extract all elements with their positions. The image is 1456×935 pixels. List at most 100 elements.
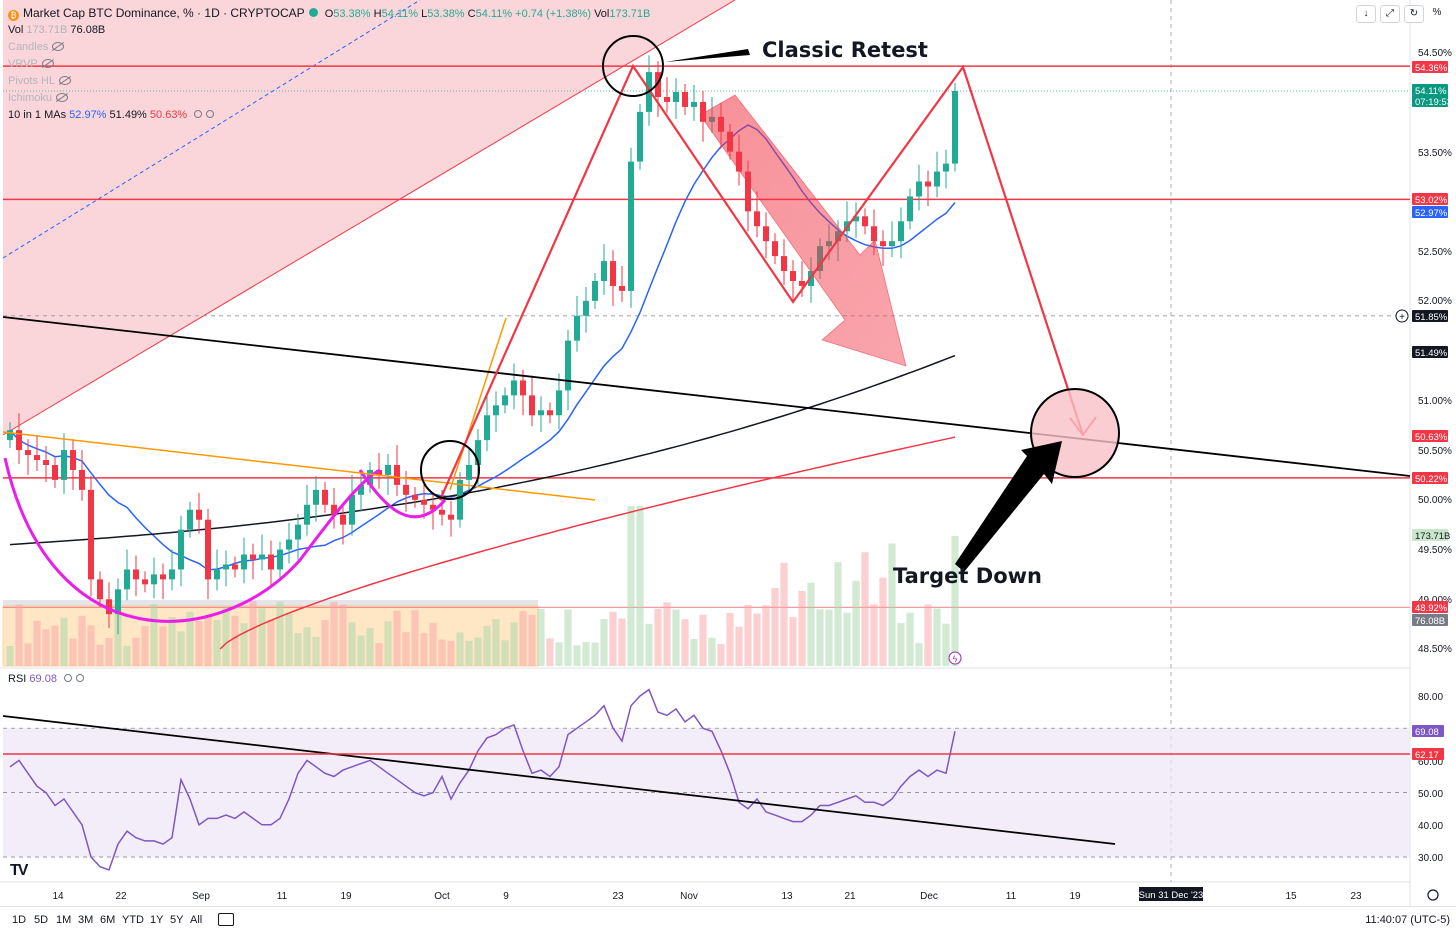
candle (952, 83, 958, 172)
range-5y[interactable]: 5Y (170, 914, 184, 926)
range-ytd[interactable]: YTD (122, 914, 144, 926)
price-label: 54.36% (1415, 63, 1448, 74)
volume-bar (69, 638, 77, 666)
crosshair-add-icon (1395, 309, 1409, 323)
range-1y[interactable]: 1Y (150, 914, 164, 926)
candle-body (115, 589, 121, 615)
range-1d[interactable]: 1D (12, 914, 27, 926)
settings-icon[interactable] (64, 674, 72, 682)
candle (664, 77, 670, 113)
volume-bar (195, 620, 203, 666)
time-tick-label: 15 (1285, 891, 1297, 902)
volume-bar (897, 623, 905, 666)
volume-bar (375, 643, 383, 666)
price-label-box (1412, 310, 1448, 322)
candle (142, 571, 148, 593)
main-chart[interactable]: 54.50% 53.50% 52.50% 52.00% 51.00% 50.50% 50.0… (0, 0, 1456, 906)
eye-off-icon[interactable] (52, 42, 65, 51)
volume-bar (384, 621, 392, 666)
candle-body (511, 380, 517, 396)
price-change: +0.74 (+1.38%) (515, 8, 592, 20)
candle (853, 202, 859, 239)
eye-off-icon[interactable] (41, 59, 54, 68)
volume-bar (915, 642, 923, 666)
time-tick-label: Nov (680, 891, 698, 902)
candle (214, 549, 220, 591)
maximize-button[interactable]: ⤢ (1380, 5, 1400, 23)
price-label-box (1412, 430, 1448, 442)
candle-body (799, 280, 805, 286)
candle (52, 457, 58, 488)
candle-body (448, 514, 454, 520)
candle (466, 448, 472, 494)
candle-body (7, 430, 13, 441)
candle (547, 402, 553, 424)
candle-body (880, 241, 886, 247)
volume-bar (393, 610, 401, 666)
indicator-mas[interactable]: 10 in 1 MAs 52.97% 51.49% 50.63% (8, 109, 215, 121)
candle (898, 207, 904, 259)
candle-body (673, 91, 679, 102)
eye-off-icon[interactable] (56, 93, 69, 102)
candle (34, 435, 40, 471)
volume-bar (402, 632, 410, 666)
percent-scale-button[interactable]: % (1432, 7, 1442, 18)
candle (250, 543, 256, 580)
volume-bar (168, 617, 176, 666)
settings-icon[interactable] (206, 110, 215, 118)
candle (115, 578, 121, 635)
candle (754, 191, 760, 238)
price-label-box (1412, 206, 1448, 218)
volume-bar (789, 617, 797, 666)
volume-bar (609, 611, 617, 666)
candle-body (340, 514, 346, 525)
volume-bar (330, 601, 338, 666)
eye-off-icon[interactable] (59, 76, 72, 85)
price-tick-label: 50.00% (1418, 495, 1452, 506)
price-tick-label: 48.50% (1418, 644, 1452, 655)
time-tick-label: 19 (1069, 891, 1081, 902)
candle (538, 396, 544, 433)
volume-bar (879, 577, 887, 666)
volume-bar (627, 506, 635, 666)
settings-icon (1427, 889, 1439, 901)
settings-icon[interactable] (194, 110, 203, 118)
range-all[interactable]: All (190, 914, 203, 926)
candle-body (538, 410, 544, 416)
volume-bar (600, 619, 608, 666)
candle (403, 470, 409, 512)
calendar-icon[interactable] (218, 913, 234, 926)
candle-body (169, 569, 175, 580)
indicator-candles[interactable]: Candles (8, 41, 65, 53)
candle-body (52, 464, 58, 480)
range-1m[interactable]: 1M (56, 914, 72, 926)
indicator-vrvp[interactable]: VRVP (8, 58, 54, 70)
volume-legend[interactable]: Vol 173.71B 76.08B (8, 24, 105, 36)
indicator-pivots[interactable]: Pivots HL (8, 75, 72, 87)
candle-body (142, 579, 148, 585)
rsi-tick-label: 30.00 (1418, 853, 1443, 864)
move-down-button[interactable]: ↓ (1356, 5, 1376, 23)
settings-icon[interactable] (76, 674, 84, 682)
indicator-ichimoku[interactable]: Ichimoku (8, 92, 69, 104)
time-tick-label: 13 (781, 891, 793, 902)
candle-body (637, 111, 643, 162)
candle (673, 78, 679, 119)
range-3m[interactable]: 3M (78, 914, 94, 926)
volume-bar (240, 623, 248, 666)
candle-body (178, 529, 184, 570)
symbol-legend[interactable]: ₿ Market Cap BTC Dominance, % · 1D · CRYP… (8, 6, 650, 21)
refresh-button[interactable]: ↻ (1404, 5, 1424, 23)
volume-bar (861, 552, 869, 666)
price-tick-label: 49.50% (1418, 545, 1452, 556)
channel-lower-line (2, 0, 736, 436)
range-6m[interactable]: 6M (100, 914, 116, 926)
time-tick-label: 23 (1350, 891, 1362, 902)
candle (223, 550, 229, 587)
candle (511, 363, 517, 410)
candle (331, 487, 337, 529)
range-5d[interactable]: 5D (34, 914, 49, 926)
volume-bar (6, 646, 14, 666)
rsi-legend[interactable]: RSI 69.08 (8, 673, 84, 685)
candle-body (457, 479, 463, 520)
